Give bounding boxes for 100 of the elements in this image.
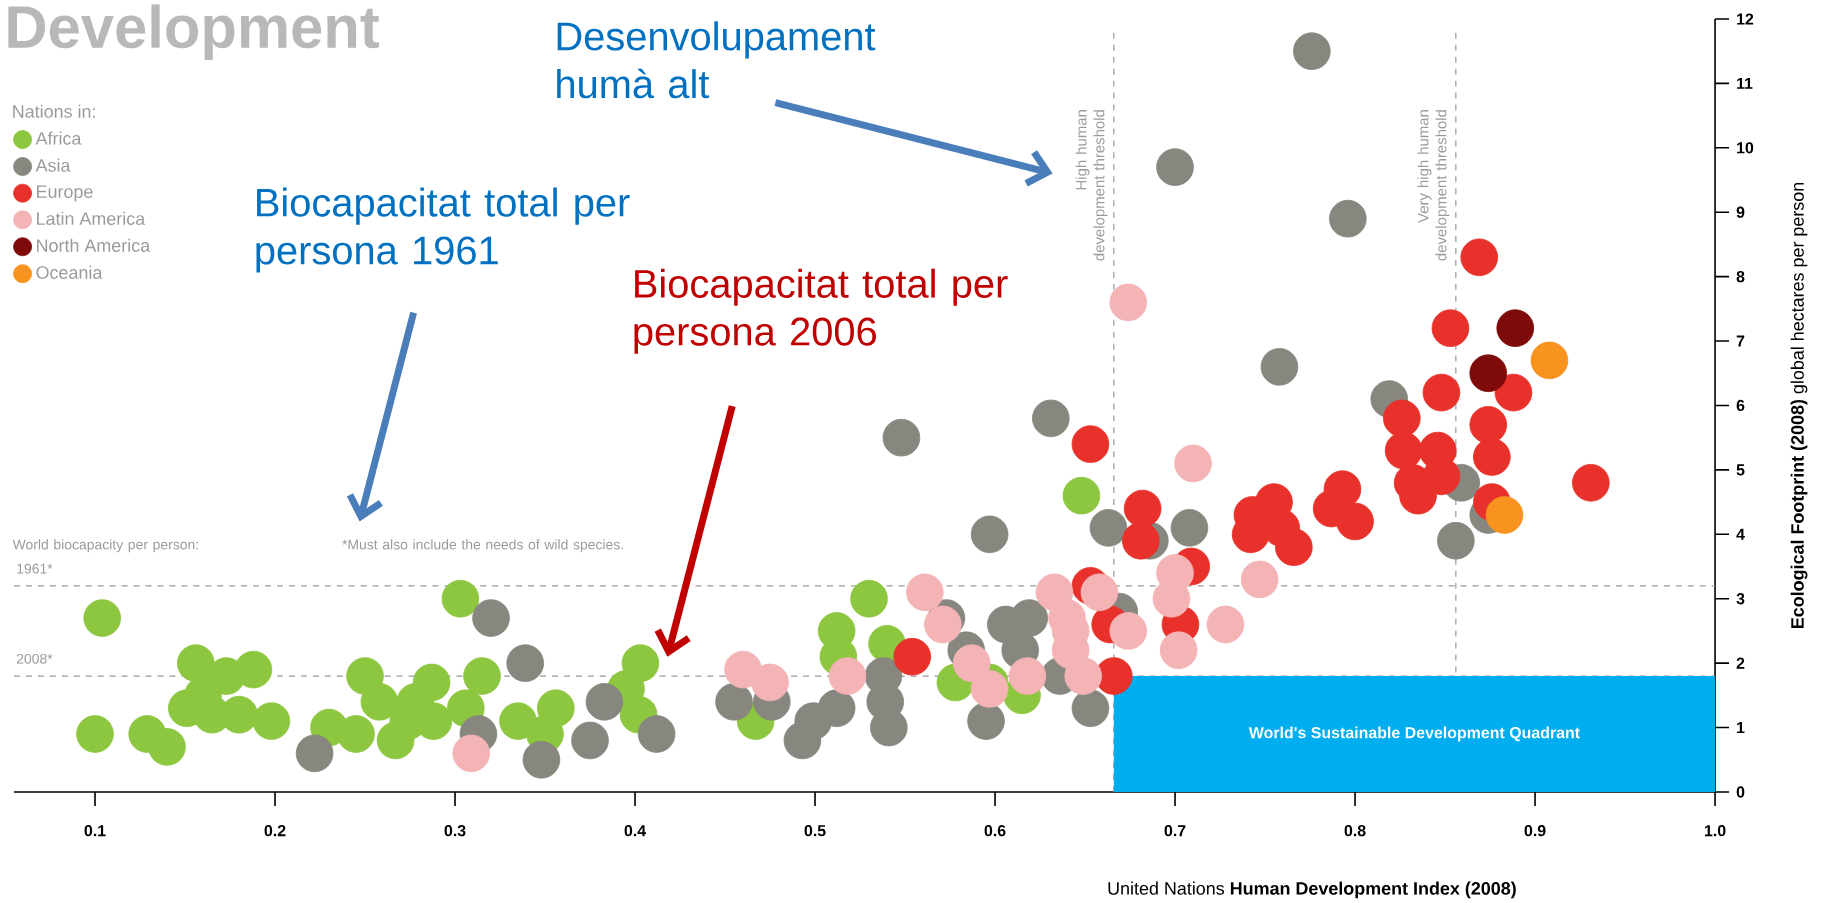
point xyxy=(1469,354,1508,393)
point xyxy=(1010,599,1049,637)
annotation: 1961* xyxy=(17,563,53,574)
point xyxy=(177,644,215,682)
point xyxy=(1062,476,1101,515)
point xyxy=(751,663,789,702)
band-label: World's Sustainable Development Quadrant xyxy=(1248,726,1580,742)
y-tick-label: 2 xyxy=(1736,657,1745,669)
point xyxy=(522,740,561,779)
x-axis-title: United Nations Human Development Index (2008) xyxy=(1108,881,1516,899)
legend-label: Africa xyxy=(35,131,82,145)
annotation: Biocapacitat total per persona 2006 xyxy=(634,268,1008,354)
point xyxy=(360,682,399,721)
legend-label: Oceania xyxy=(36,265,103,279)
point xyxy=(1422,373,1461,412)
point xyxy=(970,670,1009,708)
y-tick-label: 10 xyxy=(1737,142,1754,154)
point xyxy=(1080,573,1119,612)
point xyxy=(1494,373,1533,412)
point xyxy=(1109,612,1148,650)
point xyxy=(412,663,451,702)
y-tick-label: 6 xyxy=(1736,399,1745,412)
point xyxy=(337,715,375,753)
x-tick-label: 0.5 xyxy=(804,825,826,837)
point xyxy=(1008,657,1047,695)
point xyxy=(967,702,1005,740)
point xyxy=(952,644,991,682)
point xyxy=(817,689,856,728)
y-tick-label: 8 xyxy=(1736,271,1745,283)
x-tick-label: 0.7 xyxy=(1164,825,1186,837)
point xyxy=(621,644,660,682)
point xyxy=(1159,631,1198,670)
point xyxy=(1260,348,1299,386)
x-tick-label: 0.1 xyxy=(84,825,106,837)
point xyxy=(1240,560,1279,599)
point xyxy=(1071,425,1110,463)
point xyxy=(252,702,291,740)
point xyxy=(1384,431,1423,470)
point xyxy=(585,682,624,721)
point xyxy=(76,715,114,753)
point xyxy=(571,721,609,760)
point xyxy=(234,650,273,689)
annotation: Biocapacitat total per persona 1961 xyxy=(256,187,630,273)
point xyxy=(970,515,1009,554)
point xyxy=(1336,502,1374,541)
y-tick-label: 0 xyxy=(1736,786,1745,798)
legend-title: Nations in: xyxy=(13,104,95,118)
point xyxy=(1109,283,1148,322)
ref-line-label: Very high human development threshold xyxy=(1417,110,1450,261)
point xyxy=(828,657,867,695)
y-tick-label: 1 xyxy=(1737,722,1745,734)
point xyxy=(1530,341,1569,380)
point xyxy=(506,644,545,682)
point xyxy=(1293,32,1331,70)
point xyxy=(1460,238,1499,277)
point xyxy=(637,715,676,753)
point xyxy=(1170,509,1209,547)
x-tick-label: 0.3 xyxy=(444,825,466,837)
annotation: *Must also include the needs of wild species. xyxy=(342,539,623,553)
point xyxy=(1383,399,1421,438)
point xyxy=(1122,521,1160,560)
point xyxy=(1469,406,1508,444)
annotation: World biocapacity per person: xyxy=(12,539,198,553)
point xyxy=(148,728,186,766)
point xyxy=(499,702,537,740)
point xyxy=(1275,528,1313,566)
point xyxy=(537,689,575,728)
point xyxy=(463,657,501,695)
legend-label: Latin America xyxy=(37,211,146,225)
y-tick-label: 5 xyxy=(1736,464,1745,476)
y-tick-label: 9 xyxy=(1736,206,1745,218)
point xyxy=(472,599,510,637)
point xyxy=(441,579,480,618)
y-axis-title: Ecological Footprint (2008) global hectares per person xyxy=(1790,182,1808,629)
point xyxy=(906,573,944,612)
point xyxy=(1431,309,1470,347)
point xyxy=(924,605,962,644)
y-tick-label: 12 xyxy=(1737,13,1754,25)
point xyxy=(1089,509,1128,547)
point xyxy=(1064,657,1103,695)
x-tick-label: 0.6 xyxy=(984,825,1006,837)
point xyxy=(1572,463,1610,502)
y-tick-label: 3 xyxy=(1736,593,1745,605)
point xyxy=(1485,496,1524,534)
point xyxy=(452,734,491,773)
point xyxy=(1174,444,1212,483)
annotation: Desenvolupament humà alt xyxy=(557,21,876,99)
point xyxy=(1329,199,1367,238)
legend-label: North America xyxy=(37,238,151,252)
point xyxy=(83,599,122,637)
point xyxy=(882,418,921,457)
x-tick-label: 0.4 xyxy=(624,825,647,837)
point xyxy=(1206,605,1245,644)
point xyxy=(1496,309,1535,347)
point xyxy=(1123,489,1162,528)
point xyxy=(1473,438,1511,476)
x-tick-label: 0.2 xyxy=(264,825,286,837)
point xyxy=(850,579,888,618)
point xyxy=(295,734,334,773)
x-tick-label: 0.9 xyxy=(1524,825,1546,837)
